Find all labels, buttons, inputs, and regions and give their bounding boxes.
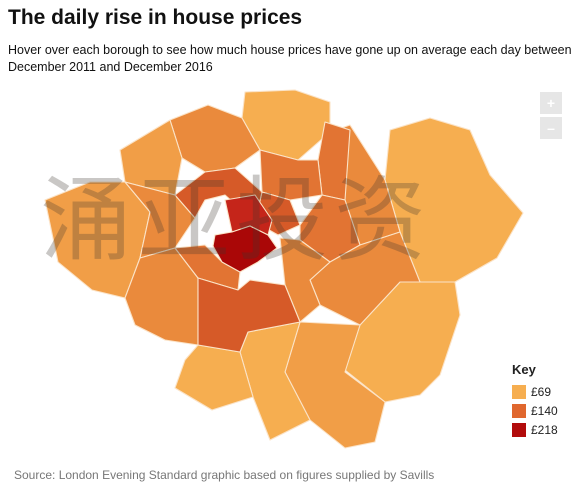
- legend: Key £69 £140 £218: [512, 362, 558, 440]
- legend-swatch-low: [512, 385, 526, 399]
- legend-item: £140: [512, 402, 558, 420]
- legend-label: £218: [531, 423, 558, 437]
- borough-north-east-strip[interactable]: [317, 121, 351, 201]
- legend-swatch-mid: [512, 404, 526, 418]
- legend-swatch-high: [512, 423, 526, 437]
- page-subtitle: Hover over each borough to see how much …: [8, 43, 572, 74]
- borough-north-north-west[interactable]: [119, 119, 183, 196]
- zoom-out-button[interactable]: –: [540, 117, 562, 139]
- legend-label: £69: [531, 385, 552, 399]
- source-note: Source: London Evening Standard graphic …: [14, 468, 435, 482]
- borough-westminster-core[interactable]: [212, 225, 278, 273]
- page-title: The daily rise in house prices: [8, 6, 303, 29]
- legend-item: £218: [512, 421, 558, 439]
- legend-title: Key: [512, 362, 536, 377]
- legend-item: £69: [512, 383, 558, 401]
- borough-central-south[interactable]: [197, 277, 301, 353]
- zoom-in-button[interactable]: +: [540, 92, 562, 114]
- borough-south-west-outer[interactable]: [174, 344, 254, 411]
- borough-north-west-outer[interactable]: [169, 104, 261, 173]
- legend-label: £140: [531, 404, 558, 418]
